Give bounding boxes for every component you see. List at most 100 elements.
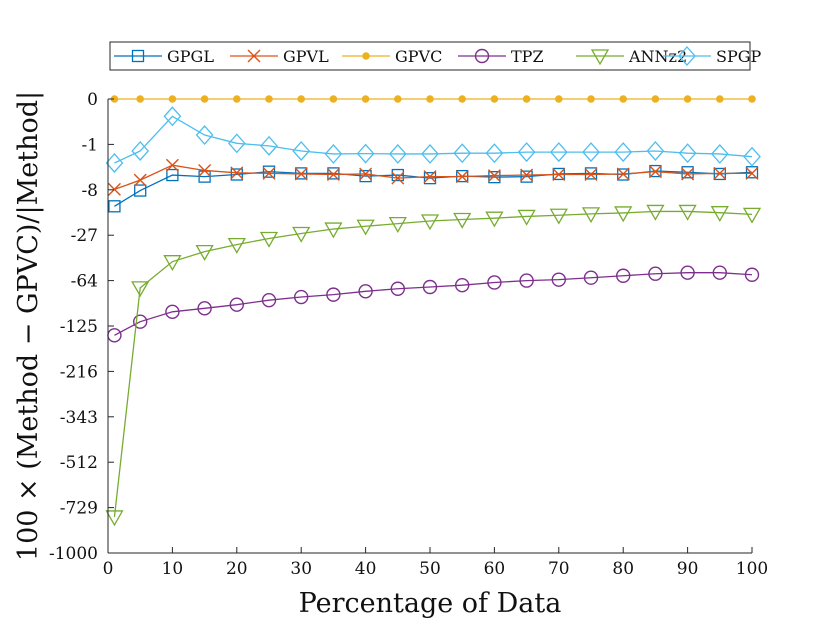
data-point-annz2 (227, 237, 246, 254)
data-point-annz2 (678, 204, 697, 221)
data-point-gpvl (198, 163, 212, 177)
data-point-spgp (614, 142, 633, 163)
data-point-gpvc (361, 95, 370, 103)
data-point-gpvc (265, 95, 273, 103)
data-point-gpvl (165, 158, 179, 172)
data-point-annz2 (131, 281, 150, 298)
data-point-tpz (294, 289, 309, 305)
data-point-gpvl (552, 168, 566, 181)
legend-marker-gpvl (247, 49, 261, 63)
data-point-spgp (131, 140, 150, 161)
x-tick-label: 80 (612, 559, 634, 579)
data-point-gpvc (490, 95, 499, 103)
data-point-spgp (105, 153, 124, 173)
data-point-gpvc (329, 95, 338, 103)
data-point-tpz (680, 265, 695, 280)
data-point-gpvc (716, 95, 724, 103)
series-annz2 (105, 204, 762, 527)
data-point-tpz (616, 268, 631, 283)
data-point-annz2 (614, 206, 633, 223)
legend-label-gpvl: GPVL (283, 47, 329, 66)
data-point-gpvl (423, 170, 437, 184)
data-point-gpvc (458, 95, 467, 103)
x-axis-title: Percentage of Data (299, 588, 562, 619)
data-point-gpvl (294, 167, 308, 181)
data-point-gpvc (555, 95, 563, 103)
legend-label-tpz: TPZ (511, 47, 544, 66)
data-point-gpvc (200, 95, 209, 103)
x-tick-label: 40 (355, 559, 377, 579)
data-point-annz2 (105, 510, 124, 527)
y-tick-label: -8 (81, 181, 98, 201)
y-tick-label: -512 (60, 453, 98, 473)
data-point-gpvc (522, 95, 531, 103)
data-point-gpgl (745, 166, 759, 179)
data-point-tpz (261, 292, 277, 308)
data-point-gpvl (520, 168, 534, 182)
data-point-spgp (646, 140, 665, 161)
data-point-gpvc (619, 95, 628, 103)
data-point-gpgl (359, 169, 372, 183)
legend: GPGL GPVL GPVC TPZ ANNz2 SPGP (109, 41, 762, 71)
data-point-spgp (453, 143, 472, 164)
data-point-gpgl (262, 165, 276, 178)
series-line-annz2 (113, 210, 753, 517)
data-point-annz2 (195, 244, 214, 261)
data-point-tpz (551, 272, 566, 287)
data-point-spgp (324, 143, 343, 164)
data-point-tpz (132, 314, 148, 329)
data-point-gpvl (584, 168, 598, 181)
data-point-tpz (229, 297, 245, 312)
y-tick-label: -1 (81, 135, 98, 155)
data-point-gpvl (230, 166, 244, 180)
data-point-gpvc (136, 95, 144, 103)
series-line-spgp (114, 115, 753, 164)
series-gpvc (110, 95, 756, 103)
data-point-gpvc (394, 95, 402, 103)
data-point-tpz (648, 266, 663, 281)
data-point-spgp (195, 125, 214, 146)
data-point-annz2 (453, 212, 472, 229)
data-point-tpz (197, 301, 212, 316)
data-point-spgp (260, 135, 278, 156)
plot-area (108, 99, 752, 553)
y-tick-label: -343 (60, 408, 98, 428)
data-point-gpvl (745, 166, 759, 180)
data-point-annz2 (581, 207, 601, 224)
legend-box (109, 41, 751, 71)
data-point-tpz (455, 278, 470, 293)
data-point-gpgl (584, 167, 598, 180)
legend-marker-gpgl (131, 49, 145, 63)
series-tpz (107, 265, 760, 343)
data-point-gpvl (359, 167, 373, 181)
y-ticks: 0 -1 -8 -27 -64 -125 -216 -343 -512 -729 -1000 (49, 90, 114, 564)
data-point-gpgl (166, 168, 179, 182)
data-point-gpvc (168, 95, 177, 103)
data-point-spgp (485, 143, 504, 164)
data-point-gpgl (649, 164, 662, 178)
data-point-gpvl (107, 182, 121, 196)
legend-marker-annz2 (590, 49, 610, 66)
data-point-annz2 (485, 211, 504, 228)
data-point-spgp (678, 143, 697, 164)
data-point-gpgl (134, 184, 147, 197)
data-point-gpgl (488, 170, 501, 184)
data-point-annz2 (259, 231, 279, 248)
data-point-gpvc (683, 95, 692, 103)
legend-item-gpvc: GPVC (342, 47, 442, 66)
data-point-annz2 (710, 206, 729, 222)
x-tick-label: 20 (226, 559, 248, 579)
data-point-spgp (549, 142, 568, 163)
data-point-annz2 (517, 209, 536, 226)
y-tick-label: 0 (87, 90, 98, 110)
data-point-gpvc (426, 95, 434, 103)
legend-label-spgp: SPGP (716, 47, 762, 66)
legend-items: GPGL GPVL GPVC TPZ ANNz2 SPGP (114, 46, 762, 66)
legend-label-annz2: ANNz2 (628, 47, 687, 66)
data-point-annz2 (388, 217, 407, 233)
data-point-tpz (165, 304, 180, 320)
legend-item-spgp: SPGP (663, 46, 762, 66)
data-point-tpz (744, 267, 760, 282)
legend-marker-gpvc (362, 52, 370, 60)
data-point-spgp (517, 142, 536, 163)
